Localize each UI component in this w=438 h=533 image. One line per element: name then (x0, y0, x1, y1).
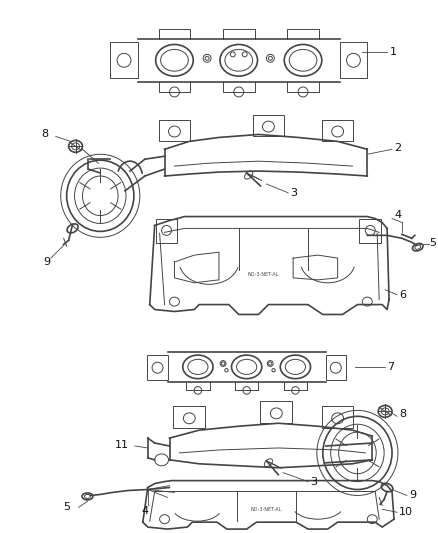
Bar (261, 401, 292, 423)
Text: 7: 7 (387, 362, 394, 372)
Text: 6: 6 (399, 290, 406, 300)
Bar (173, 407, 205, 428)
Text: 1: 1 (390, 47, 397, 58)
Bar (339, 43, 367, 78)
Text: 2: 2 (394, 143, 401, 154)
Bar (253, 115, 284, 136)
Text: 9: 9 (43, 257, 50, 267)
Bar (326, 355, 346, 381)
Text: 3: 3 (310, 477, 317, 487)
Bar (322, 119, 353, 141)
Text: NO-3-NET-AL: NO-3-NET-AL (251, 507, 282, 512)
Bar (110, 43, 138, 78)
Bar (360, 219, 381, 243)
Text: 5: 5 (430, 238, 437, 248)
Text: 9: 9 (409, 490, 416, 500)
Bar (322, 407, 353, 428)
Text: 4: 4 (142, 506, 149, 516)
Bar (155, 219, 177, 243)
Text: 8: 8 (399, 409, 406, 419)
Text: 10: 10 (399, 507, 413, 517)
Text: 4: 4 (394, 209, 401, 220)
Text: 5: 5 (63, 502, 70, 512)
Bar (159, 119, 190, 141)
Text: NO-3-NET-AL: NO-3-NET-AL (248, 272, 279, 277)
Bar (148, 355, 168, 381)
Text: 8: 8 (41, 130, 48, 140)
Text: 11: 11 (115, 440, 129, 450)
Text: 3: 3 (290, 188, 297, 198)
